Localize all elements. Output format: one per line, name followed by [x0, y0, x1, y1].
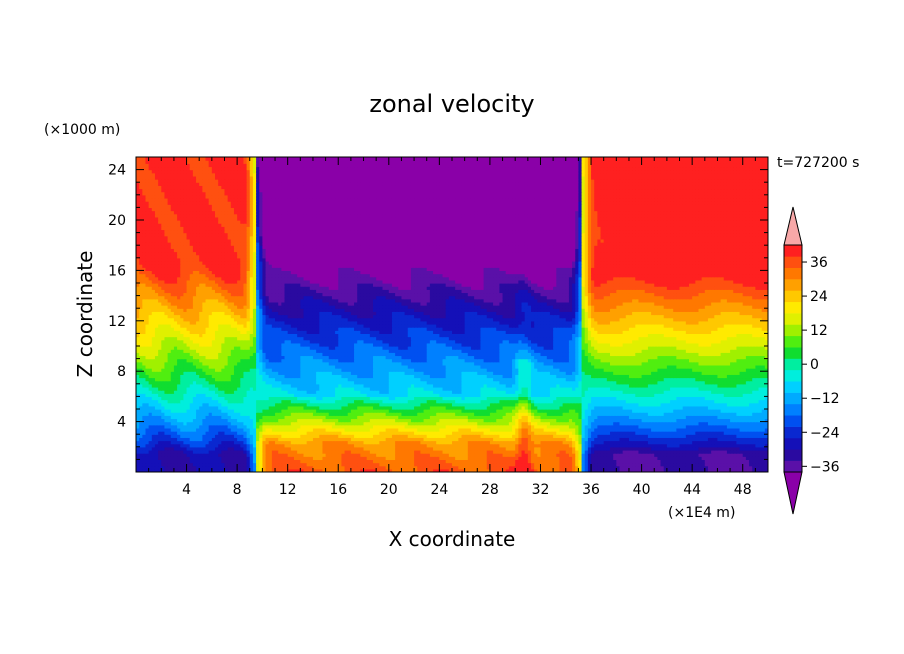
velocity-field [136, 157, 769, 473]
